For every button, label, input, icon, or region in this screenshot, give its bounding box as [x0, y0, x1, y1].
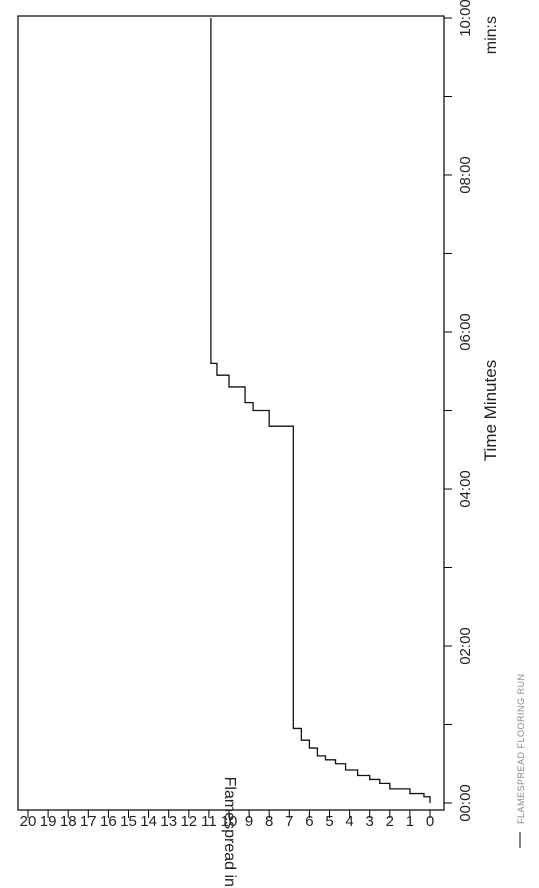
y-tick-label: 20	[20, 813, 37, 830]
y-tick-label: 2	[386, 813, 394, 830]
y-tick-label: 7	[285, 813, 293, 830]
y-tick-label: 9	[245, 813, 253, 830]
y-axis-label: Flamespread in Feet	[221, 777, 238, 888]
x-tick-label: 06:00	[457, 313, 474, 351]
x-axis-ticks: 00:00 02:00 04:00 06:00 08:00 10:00	[444, 0, 474, 822]
y-tick-label: 10	[221, 813, 238, 830]
x-tick-label: 10:00	[457, 0, 474, 37]
x-tick-label: 04:00	[457, 470, 474, 508]
y-tick-label: 17	[80, 813, 97, 830]
y-tick-label: 0	[426, 813, 434, 830]
y-tick-label: 14	[140, 813, 157, 830]
y-tick-label: 13	[160, 813, 177, 830]
y-tick-label: 11	[201, 813, 217, 830]
y-tick-label: 5	[325, 813, 333, 830]
y-tick-label: 1	[406, 813, 414, 830]
y-tick-label: 6	[305, 813, 313, 830]
y-tick-label: 15	[120, 813, 137, 830]
x-tick-label: 02:00	[457, 627, 474, 665]
labels-layer: Time Minutes min:s Flamespread in Feet FLAM…	[221, 16, 526, 888]
y-tick-label: 8	[265, 813, 273, 830]
plot-frame	[17, 15, 445, 811]
y-tick-label: 4	[345, 813, 353, 830]
x-tick-label: 08:00	[457, 156, 474, 194]
y-tick-label: 12	[180, 813, 197, 830]
y-tick-label: 18	[60, 813, 77, 830]
x-axis-label: Time Minutes	[481, 360, 500, 461]
y-tick-label: 3	[366, 813, 374, 830]
y-tick-label: 16	[100, 813, 117, 830]
x-tick-label: 00:00	[457, 784, 474, 822]
series-line	[210, 18, 431, 803]
legend-label: FLAMESPREAD FLOORING RUN	[516, 673, 526, 824]
y-tick-label: 19	[40, 813, 57, 830]
x-axis-unit-label: min:s	[483, 16, 500, 54]
series-layer	[210, 18, 431, 803]
